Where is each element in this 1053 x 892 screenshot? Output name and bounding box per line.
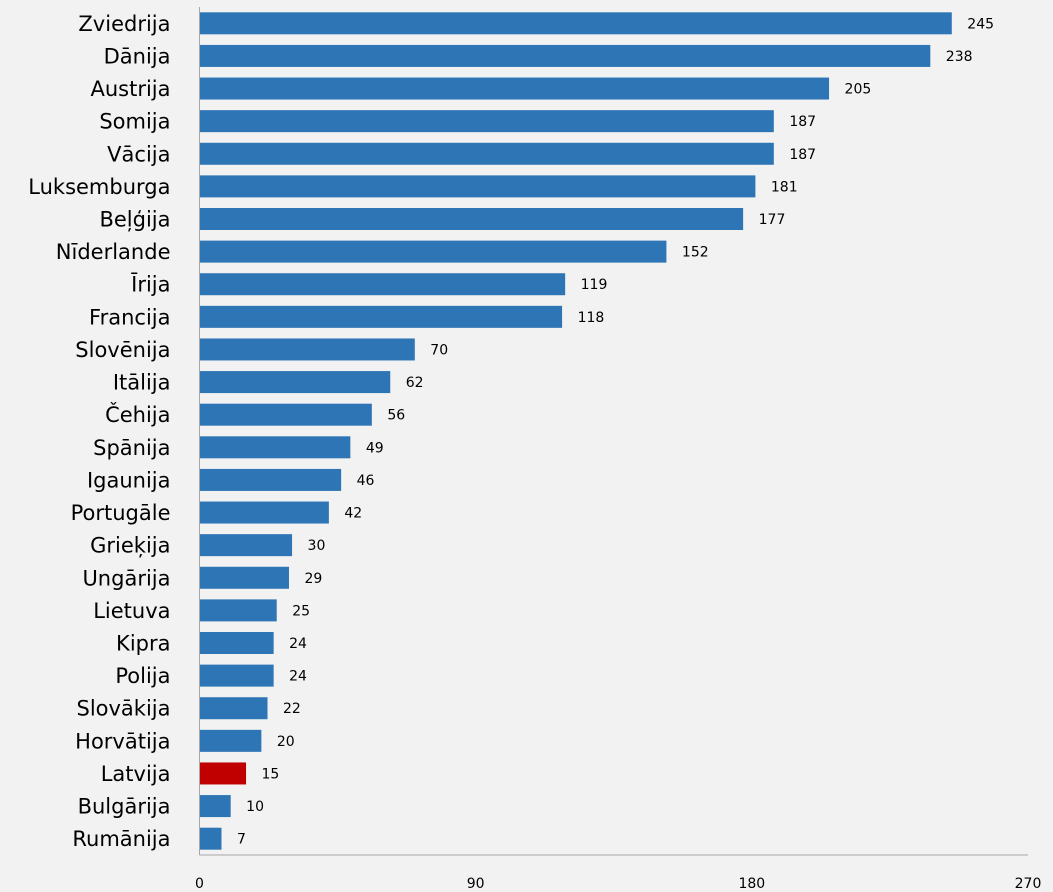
bars-group [200, 12, 952, 850]
bar-Čehija [200, 403, 372, 426]
bar-Portugāle [200, 501, 329, 524]
category-label: Čehija [105, 402, 170, 427]
bar-Luksemburga [200, 175, 756, 198]
x-tick-label: 90 [467, 876, 485, 892]
value-label: 238 [946, 49, 973, 65]
value-label: 10 [246, 799, 264, 815]
bar-Latvija [200, 762, 247, 785]
category-label: Beļģija [99, 208, 170, 232]
category-label: Igaunija [87, 468, 171, 492]
value-label: 205 [845, 82, 872, 98]
bar-Dānija [200, 44, 931, 67]
bar-Nīderlande [200, 240, 667, 263]
category-label: Ungārija [82, 566, 170, 590]
value-label: 152 [682, 245, 709, 261]
value-label: 25 [292, 603, 310, 619]
value-label: 15 [262, 766, 280, 782]
bar-Lietuva [200, 599, 277, 622]
value-label: 22 [283, 701, 301, 717]
category-label: Bulgārija [78, 795, 171, 819]
category-label: Grieķija [90, 534, 170, 558]
value-label: 245 [967, 16, 994, 32]
bar-Itālija [200, 371, 391, 394]
bar-Francija [200, 305, 563, 328]
value-label: 30 [308, 538, 326, 554]
bar-Austrija [200, 77, 830, 100]
value-label: 70 [430, 342, 448, 358]
value-label: 29 [304, 571, 322, 587]
value-label: 62 [406, 375, 424, 391]
bar-Rumānija [200, 827, 222, 850]
bar-Vācija [200, 142, 774, 165]
category-label: Kipra [116, 632, 170, 656]
bar-Somija [200, 110, 774, 133]
category-label: Polija [115, 664, 170, 688]
value-label: 7 [237, 832, 246, 848]
category-label: Austrija [90, 77, 170, 101]
bar-Kipra [200, 632, 274, 654]
value-label: 24 [289, 636, 307, 652]
category-label: Slovākija [76, 697, 170, 721]
category-label: Horvātija [75, 729, 170, 753]
bar-Polija [200, 664, 274, 687]
category-label: Zviedrija [78, 12, 170, 36]
category-label: Francija [89, 305, 170, 329]
category-label: Nīderlande [56, 240, 171, 264]
value-label: 187 [789, 114, 816, 130]
value-label: 49 [366, 440, 384, 456]
bar-Slovēnija [200, 338, 415, 361]
value-label: 24 [289, 669, 307, 685]
category-label: Lietuva [93, 599, 170, 623]
value-label: 46 [357, 473, 375, 489]
bar-Īrija [200, 273, 566, 296]
bar-Beļģija [200, 208, 744, 230]
x-tick-label: 180 [738, 876, 765, 892]
value-label: 187 [789, 147, 816, 163]
value-label: 118 [578, 310, 605, 326]
category-label: Spānija [93, 436, 170, 460]
category-label: Itālija [113, 371, 171, 395]
category-label: Slovēnija [75, 338, 170, 362]
bar-Slovākija [200, 697, 268, 720]
bar-Bulgārija [200, 795, 231, 818]
category-label: Latvija [101, 762, 171, 786]
value-label: 56 [387, 408, 405, 424]
category-label: Dānija [104, 44, 171, 68]
bar-Grieķija [200, 534, 293, 557]
bar-Horvātija [200, 729, 262, 752]
x-axis-ticks: 0 90 180 270 [195, 876, 1041, 892]
value-label: 181 [771, 179, 798, 195]
category-label: Īrija [131, 273, 170, 297]
x-tick-label: 270 [1015, 876, 1042, 892]
value-label: 20 [277, 734, 295, 750]
x-tick-label: 0 [195, 876, 204, 892]
bar-Zviedrija [200, 12, 952, 35]
bar-Ungārija [200, 566, 289, 589]
value-label: 42 [344, 506, 362, 522]
value-label: 119 [581, 277, 608, 293]
bar-Spānija [200, 436, 351, 459]
category-label: Luksemburga [28, 175, 170, 199]
category-labels: Zviedrija Dānija Austrija Somija Vācija Lukse… [28, 12, 170, 851]
value-label: 177 [759, 212, 786, 228]
category-label: Somija [99, 110, 170, 134]
category-label: Vācija [107, 142, 170, 166]
bar-Igaunija [200, 468, 342, 491]
category-label: Portugāle [71, 501, 171, 525]
category-label: Rumānija [72, 827, 170, 851]
